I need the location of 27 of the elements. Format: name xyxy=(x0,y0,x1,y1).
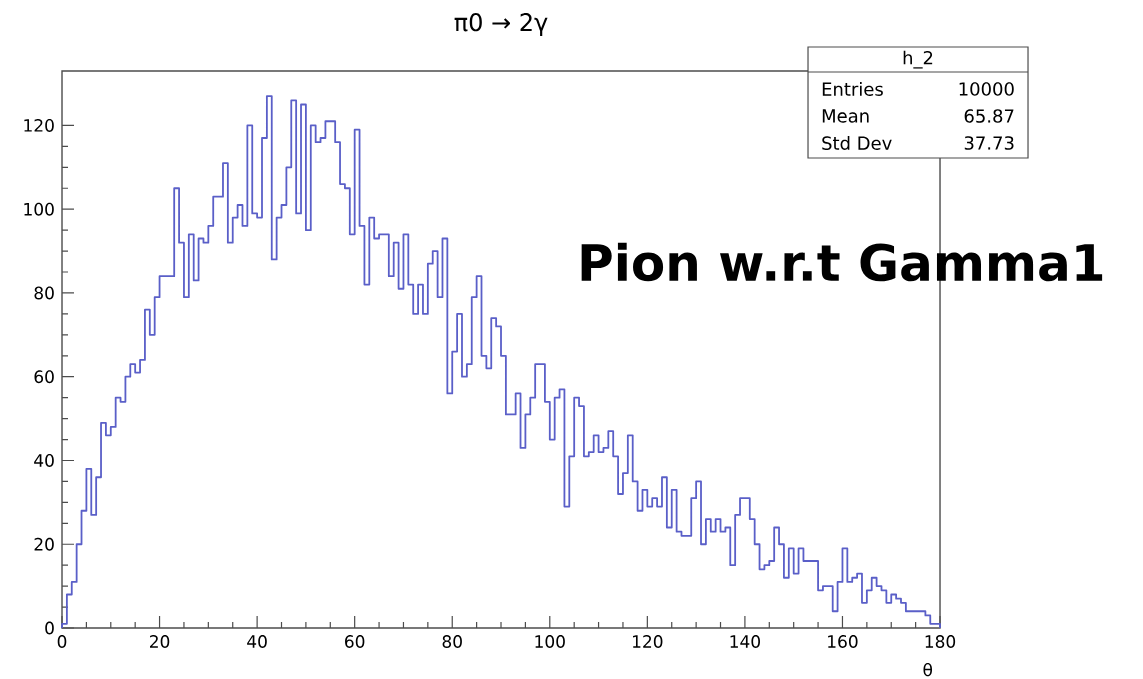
y-tick-label: 120 xyxy=(24,119,54,132)
y-tick-label: 60 xyxy=(34,370,54,384)
chart-title: π0 → 2γ xyxy=(454,13,548,36)
x-tick-label: 100 xyxy=(535,635,565,648)
text: 37.73 xyxy=(964,136,1014,150)
annotation: Pion w.r.t Gamma1 xyxy=(581,242,1103,282)
x-tick-label: 40 xyxy=(247,635,267,648)
x-tick-label: 20 xyxy=(150,635,170,648)
x-tick-label: 160 xyxy=(828,635,858,648)
annotation: Std Dev xyxy=(822,136,892,150)
text: h_2 xyxy=(903,50,933,69)
x-tick-label: 80 xyxy=(442,635,462,648)
x-tick-label: 140 xyxy=(730,635,760,648)
y-tick-label: 80 xyxy=(34,286,54,300)
x-axis-title: θ xyxy=(923,663,933,677)
x-tick-label: 120 xyxy=(633,635,663,648)
x-tick-label: 0 xyxy=(57,635,67,648)
y-tick-label: 100 xyxy=(24,202,54,216)
text: 65.87 xyxy=(964,109,1014,123)
annotation: Mean xyxy=(822,109,869,123)
y-tick-label: 40 xyxy=(34,454,54,467)
text: 10000 xyxy=(959,82,1014,96)
x-tick-label: 180 xyxy=(925,635,956,648)
x-tick-label: 60 xyxy=(345,635,365,648)
annotation: Entries xyxy=(822,82,883,96)
y-tick-label: 20 xyxy=(34,537,54,551)
y-tick-label: 0 xyxy=(45,621,54,635)
